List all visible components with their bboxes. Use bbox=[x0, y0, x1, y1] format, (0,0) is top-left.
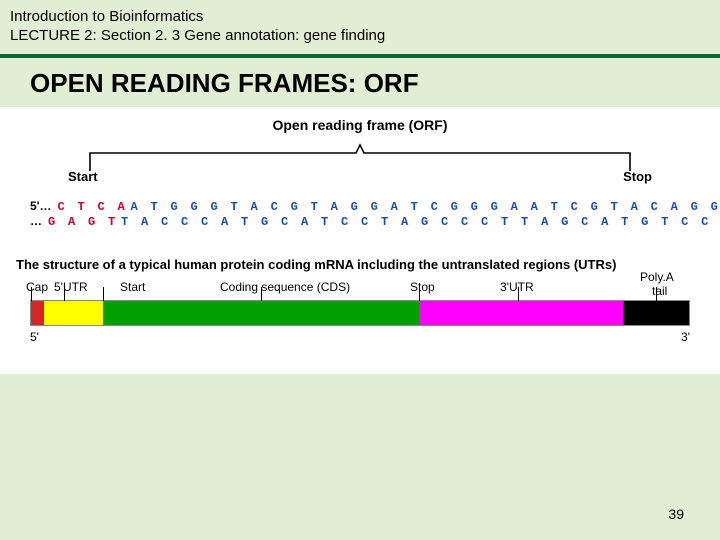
mrna-label-utr3: 3'UTR bbox=[500, 280, 534, 294]
mrna-label-polya1: Poly.A bbox=[640, 270, 674, 284]
mrna-seg-utr5 bbox=[44, 301, 103, 325]
mrna-tick-utr3 bbox=[518, 287, 519, 301]
mrna-seg-cds bbox=[103, 301, 419, 325]
mrna-tick-cap bbox=[31, 287, 32, 301]
seq-bottom-strand: … G A G T T A C C C A T G C A T C C T A … bbox=[30, 214, 690, 229]
mrna-tick-cds bbox=[261, 287, 262, 301]
slide-header: Introduction to Bioinformatics LECTURE 2… bbox=[0, 0, 720, 50]
mrna-tick-stop bbox=[419, 287, 420, 301]
mrna-tick-start bbox=[103, 287, 104, 301]
mrna-diagram: Cap 5'UTR Start Coding sequence (CDS) St… bbox=[30, 280, 690, 344]
orf-ss-labels: Start Stop bbox=[70, 169, 650, 184]
title-orf: ORF bbox=[364, 68, 419, 98]
orf-start-label: Start bbox=[68, 169, 98, 184]
mrna-tick-polya bbox=[656, 287, 657, 301]
mrna-label-start: Start bbox=[120, 280, 145, 294]
header-line1: Introduction to Bioinformatics bbox=[10, 8, 710, 25]
orf-heading: Open reading frame (ORF) bbox=[30, 117, 690, 133]
seq-top-strand: 5'… C T C A A T G G G T A C G T A G G A … bbox=[30, 199, 690, 214]
mrna-label-stop: Stop bbox=[410, 280, 435, 294]
sequence-block: 5'… C T C A A T G G G T A C G T A G G A … bbox=[30, 199, 690, 229]
mrna-label-polya2: tail bbox=[652, 284, 667, 298]
mrna-5prime: 5' bbox=[30, 330, 39, 344]
mrna-label-cds: Coding sequence (CDS) bbox=[220, 280, 350, 294]
mrna-seg-cap bbox=[31, 301, 44, 325]
content-area: Open reading frame (ORF) Start Stop 5'… … bbox=[0, 107, 720, 374]
orf-diagram: Open reading frame (ORF) Start Stop 5'… … bbox=[30, 117, 690, 229]
mrna-3prime: 3' bbox=[681, 330, 690, 344]
seq-top-blue: A T G G G T A C G T A G G A T C G G G A … bbox=[131, 200, 720, 214]
title-main: OPEN READING FRAMES: bbox=[30, 68, 364, 98]
mrna-heading: The structure of a typical human protein… bbox=[16, 257, 710, 272]
slide-title: OPEN READING FRAMES: ORF bbox=[0, 58, 720, 107]
mrna-bottom-labels: 5' 3' bbox=[30, 330, 690, 344]
mrna-label-utr5: 5'UTR bbox=[54, 280, 88, 294]
mrna-bar bbox=[30, 300, 690, 326]
mrna-seg-polya bbox=[623, 301, 689, 325]
dots-left: … bbox=[30, 214, 42, 228]
orf-stop-label: Stop bbox=[623, 169, 652, 184]
mrna-top-labels: Cap 5'UTR Start Coding sequence (CDS) St… bbox=[30, 280, 690, 300]
seq-bot-blue: T A C C C A T G C A T C C T A G C C C T … bbox=[121, 215, 720, 229]
mrna-tick-utr5 bbox=[64, 287, 65, 301]
header-line2: LECTURE 2: Section 2. 3 Gene annotation:… bbox=[10, 27, 710, 44]
seq-top-red-left: C T C A bbox=[58, 200, 128, 214]
seq-bot-red-left: G A G T bbox=[48, 215, 118, 229]
orf-bracket bbox=[70, 139, 650, 171]
page-number: 39 bbox=[668, 506, 684, 522]
five-prime-label: 5'… bbox=[30, 199, 52, 213]
mrna-seg-utr3 bbox=[419, 301, 623, 325]
mrna-label-cap: Cap bbox=[26, 280, 48, 294]
